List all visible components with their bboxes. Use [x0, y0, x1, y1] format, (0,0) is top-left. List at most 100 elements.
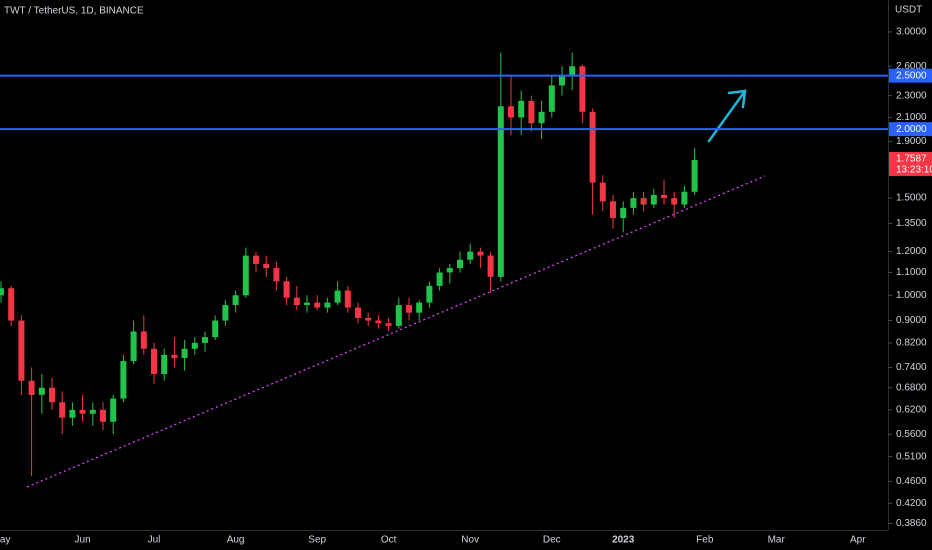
- candle-body: [8, 288, 15, 321]
- y-tick-label: 0.3860: [896, 518, 927, 529]
- y-tick-label: 0.7400: [896, 362, 927, 373]
- y-tick-label: 0.8200: [896, 337, 927, 348]
- y-tick-label: 0.9000: [896, 315, 927, 326]
- x-tick-label: Apr: [850, 535, 866, 546]
- candle-body: [283, 281, 290, 298]
- candle-body: [630, 198, 637, 208]
- candle-body: [79, 409, 86, 414]
- candle-body: [548, 85, 555, 112]
- y-tick-label: 2.1000: [896, 112, 927, 123]
- candle-body: [18, 320, 25, 381]
- candle-body: [293, 297, 300, 306]
- candle-body: [202, 337, 208, 343]
- candle-body: [416, 302, 423, 313]
- price-label: 2.0000: [896, 124, 927, 135]
- candle-body: [671, 198, 678, 205]
- candle-body: [477, 251, 484, 256]
- candle-body: [559, 75, 565, 86]
- x-tick-label: 2023: [612, 535, 635, 546]
- candle-body: [406, 305, 412, 313]
- y-tick-label: 2.3000: [896, 90, 927, 101]
- y-tick-label: 0.5100: [896, 451, 927, 462]
- candle-body: [620, 207, 627, 219]
- candle-body: [59, 402, 66, 418]
- y-tick-label: 1.9000: [896, 136, 927, 147]
- candle-body: [579, 66, 586, 112]
- candle-body: [385, 323, 392, 326]
- countdown-label: 13:23:10: [896, 165, 932, 176]
- candle-body: [497, 106, 504, 277]
- candle-body: [589, 111, 596, 183]
- price-label-box: [889, 68, 932, 83]
- candle-body: [314, 302, 321, 308]
- candle-body: [324, 302, 331, 308]
- y-tick-label: 0.4600: [896, 476, 927, 487]
- candle-body: [344, 290, 351, 308]
- y-tick-label: 3.0000: [896, 27, 927, 38]
- candle-body: [171, 354, 178, 358]
- candle-body: [130, 331, 137, 362]
- price-label: 2.5000: [896, 70, 927, 81]
- x-tick-label: Jun: [75, 535, 91, 546]
- candle-body: [0, 288, 4, 296]
- candle-body: [242, 255, 249, 296]
- candle-body: [446, 268, 453, 273]
- candle-body: [395, 305, 402, 326]
- candle-body: [191, 342, 198, 349]
- x-tick-label: Feb: [696, 535, 714, 546]
- candle-body: [508, 106, 514, 118]
- candle-body: [89, 409, 96, 414]
- axis-unit: USDT: [895, 5, 922, 16]
- candle-body: [69, 409, 76, 418]
- y-tick-label: 1.1000: [896, 267, 927, 278]
- candle-body: [140, 331, 147, 349]
- last-price-box: [889, 151, 932, 176]
- candle-body: [610, 201, 616, 219]
- candle-body: [426, 285, 433, 303]
- candle-body: [436, 272, 443, 286]
- y-tick-label: 1.5000: [896, 193, 927, 204]
- y-tick-label: 1.3500: [896, 218, 927, 229]
- y-tick-label: 0.4200: [896, 498, 927, 509]
- candle-body: [487, 255, 494, 277]
- x-tick-label: Sep: [308, 535, 326, 546]
- candle-body: [599, 182, 606, 202]
- candle-body: [650, 194, 657, 205]
- candle-body: [375, 320, 382, 324]
- candle-body: [110, 398, 117, 422]
- last-price-label: 1.7587: [896, 154, 927, 165]
- y-tick-label: 0.5600: [896, 429, 927, 440]
- candle-body: [304, 302, 310, 306]
- arrow: [707, 89, 747, 143]
- candle-body: [181, 348, 188, 358]
- candle-body: [640, 198, 647, 205]
- price-label-box: [889, 122, 932, 137]
- candle-body: [355, 307, 361, 318]
- y-tick-label: 1.0000: [896, 290, 927, 301]
- candle-body: [334, 290, 341, 303]
- candle-body: [528, 100, 535, 124]
- x-tick-label: Mar: [768, 535, 786, 546]
- candle-body: [49, 387, 55, 403]
- candle-body: [161, 354, 168, 375]
- candle-body: [467, 251, 474, 260]
- y-tick-label: 1.2000: [896, 246, 927, 257]
- candle-body: [365, 317, 372, 321]
- candle-body: [661, 194, 667, 199]
- y-tick-label: 0.6200: [896, 405, 927, 416]
- candle-body: [222, 305, 229, 321]
- x-tick-label: Dec: [543, 535, 561, 546]
- chart-title: TWT / TetherUS, 1D, BINANCE: [4, 6, 144, 17]
- x-tick-label: May: [0, 535, 10, 546]
- candle-body: [28, 380, 35, 395]
- candle-body: [100, 409, 106, 422]
- x-tick-label: Nov: [461, 535, 479, 546]
- y-tick-label: 0.6800: [896, 382, 927, 393]
- trendline: [26, 175, 766, 488]
- candle-body: [212, 320, 219, 338]
- candle-body: [681, 191, 688, 205]
- y-tick-label: 2.6000: [896, 61, 927, 72]
- candle-body: [151, 348, 157, 375]
- x-tick-label: Oct: [381, 535, 397, 546]
